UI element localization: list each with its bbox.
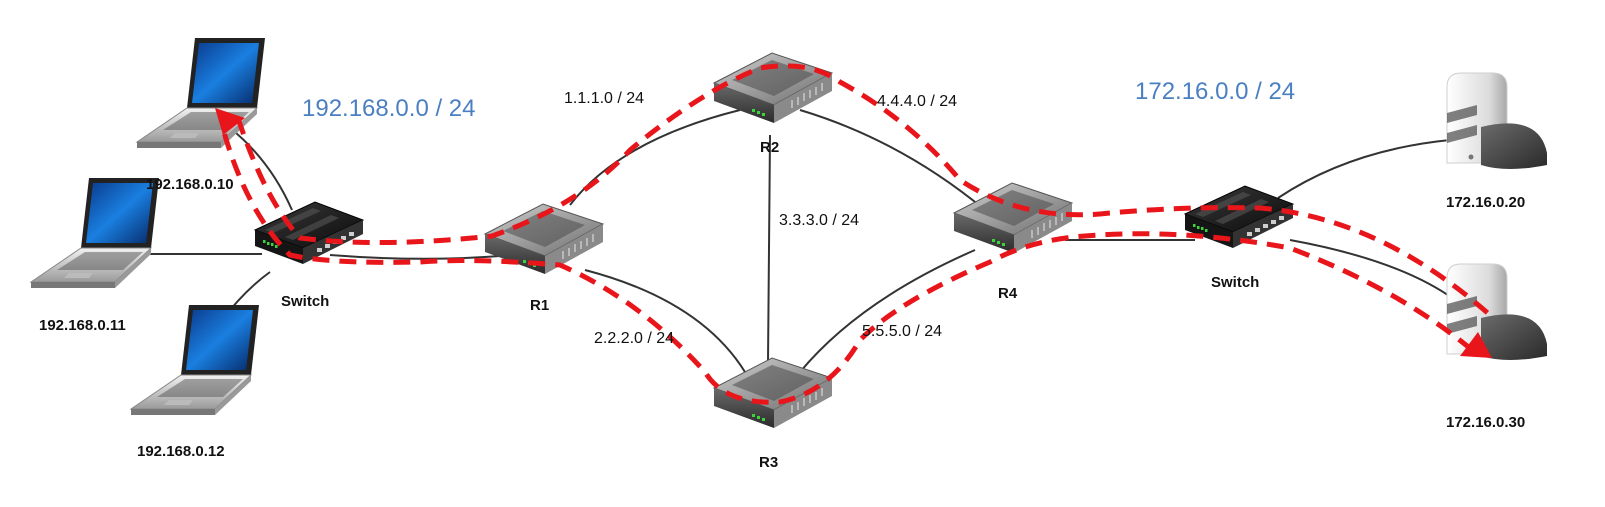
link-r2-r4 — [799, 109, 986, 211]
router-r2-label: R2 — [760, 139, 779, 156]
link-r1-r3-label: 2.2.2.0 / 24 — [594, 330, 674, 347]
laptop2-label: 192.168.0.11 — [39, 317, 126, 334]
server1-label: 172.16.0.20 — [1446, 194, 1525, 211]
link-switch-server2 — [1289, 239, 1456, 301]
router-r1-label: R1 — [530, 297, 549, 314]
link-laptop1-switch — [229, 127, 293, 211]
laptop1-label: 192.168.0.10 — [146, 176, 234, 193]
link-r3-r4-label: 5.5.5.0 / 24 — [862, 323, 942, 340]
link-r2-r3 — [767, 134, 771, 363]
link-r1-r2-label: 1.1.1.0 / 24 — [564, 90, 644, 107]
link-r3-r4 — [799, 249, 976, 373]
laptop-icon — [130, 304, 260, 416]
link-switch-server1 — [1277, 139, 1451, 199]
link-r2-r4-label: 4.4.4.0 / 24 — [877, 93, 957, 110]
switch-right-label: Switch — [1211, 274, 1259, 291]
server2-label: 172.16.0.30 — [1446, 414, 1525, 431]
server-icon — [1446, 72, 1548, 170]
link-r1-r2 — [569, 109, 741, 206]
subnet-left-label: 192.168.0.0 / 24 — [302, 95, 475, 122]
traffic-path — [219, 63, 1492, 405]
link-r2-r3-label: 3.3.3.0 / 24 — [779, 212, 859, 229]
arrowhead-icon — [215, 108, 245, 135]
server-icon — [1446, 263, 1548, 361]
router-icon — [953, 182, 1073, 254]
router-r3-label: R3 — [759, 454, 778, 471]
laptop3-label: 192.168.0.12 — [137, 443, 225, 460]
link-switch-r1 — [329, 254, 501, 260]
router-r4-label: R4 — [998, 285, 1018, 302]
network-links — [150, 109, 1456, 373]
switch-left-label: Switch — [281, 293, 329, 310]
laptop-icon — [136, 37, 266, 149]
laptop-icon — [30, 177, 160, 289]
link-r1-r3 — [584, 269, 746, 373]
arrowhead-icon — [1460, 332, 1492, 358]
path-outgoing — [235, 63, 1492, 317]
path-return — [219, 124, 1474, 405]
subnet-right-label: 172.16.0.0 / 24 — [1135, 78, 1295, 105]
